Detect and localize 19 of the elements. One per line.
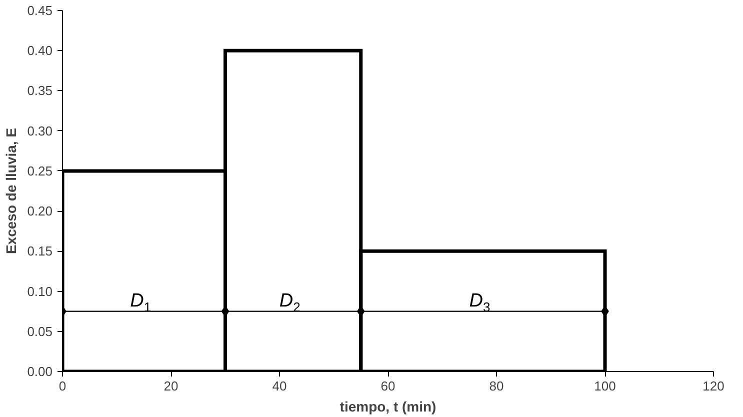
y-tick-label: 0.10 [27,284,53,299]
x-tick-label: 40 [272,378,287,394]
y-tick-label: 0.05 [27,324,53,339]
x-tick-label: 20 [164,378,178,394]
y-tick-label: 0.45 [27,3,53,18]
x-tick-label: 60 [380,378,396,394]
y-tick-label: 0.20 [27,204,53,219]
y-tick-label: 0.40 [27,43,53,58]
y-tick-label: 0.35 [27,83,53,98]
x-tick-label: 100 [594,378,616,394]
x-tick-label: 0 [58,378,66,394]
x-tick-label: 80 [489,378,504,394]
y-axis-title: Exceso de lluvia, E [3,128,20,254]
y-tick-label: 0.25 [27,163,53,178]
y-tick-label: 0.30 [27,123,53,138]
x-tick-label: 120 [702,378,724,394]
y-tick-label: 0.15 [27,244,53,259]
y-tick-label: 0.00 [27,364,53,379]
x-axis-title: tiempo, t (min) [340,398,436,414]
